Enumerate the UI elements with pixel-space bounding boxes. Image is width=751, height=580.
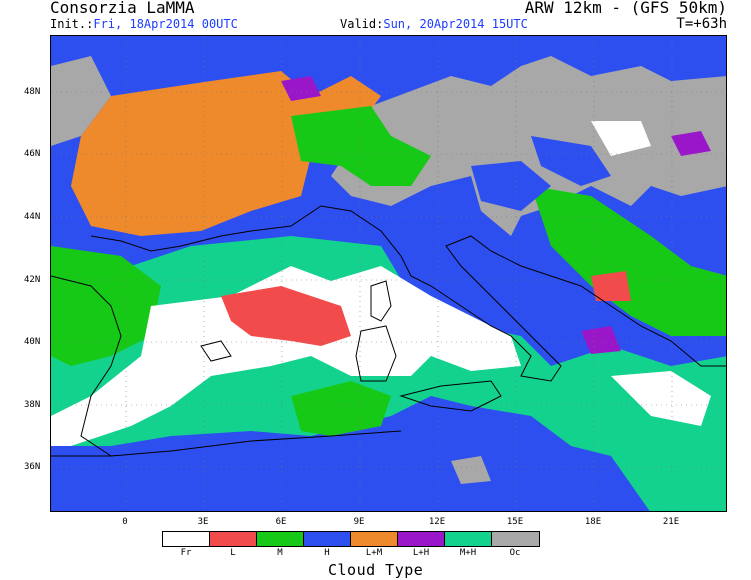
- mid-region-alps: [291, 106, 431, 186]
- mid-region-spain: [51, 246, 161, 366]
- low-high-region-east: [671, 131, 711, 156]
- legend-swatch-mh: [445, 532, 492, 546]
- legend-title: Cloud Type: [328, 561, 424, 579]
- clear-patch-north: [591, 121, 651, 156]
- legend-swatch-h: [304, 532, 351, 546]
- lat-label-36n: 36N: [24, 462, 41, 472]
- mid-region-balkans: [531, 186, 726, 336]
- overcast-west: [51, 56, 111, 146]
- low-region: [221, 286, 351, 346]
- legend-label-lm: L+M: [365, 548, 383, 558]
- mid-region-sardinia: [291, 381, 391, 436]
- clear-patch-greece: [611, 371, 711, 426]
- legend-swatch-l: [210, 532, 257, 546]
- lat-label-40n: 40N: [24, 337, 41, 347]
- lon-label-3e: 3E: [197, 517, 209, 527]
- lat-label-46n: 46N: [24, 149, 41, 159]
- legend-label-m: M: [277, 548, 283, 558]
- cloud-type-legend: [162, 531, 540, 547]
- init-label: Init.:: [50, 17, 94, 31]
- overcast-patch-south: [451, 456, 491, 484]
- low-mid-region: [71, 71, 381, 236]
- lon-label-21e: 21E: [662, 517, 680, 527]
- init-time: Init.:Fri, 18Apr2014 00UTC: [50, 18, 238, 30]
- high-region-pannonia: [531, 136, 611, 186]
- legend-swatch-m: [257, 532, 304, 546]
- legend-swatch-oc: [492, 532, 539, 546]
- legend-label-fr: Fr: [180, 548, 192, 558]
- valid-value: Sun, 20Apr2014 15UTC: [383, 17, 528, 31]
- lon-label-9e: 9E: [353, 517, 365, 527]
- lon-label-6e: 6E: [275, 517, 287, 527]
- legend-label-mh: M+H: [459, 548, 477, 558]
- lon-label-18e: 18E: [584, 517, 602, 527]
- init-value: Fri, 18Apr2014 00UTC: [93, 17, 238, 31]
- valid-time: Valid:Sun, 20Apr2014 15UTC: [340, 18, 528, 30]
- coastlines: [51, 205, 726, 457]
- high-region-north: [471, 161, 551, 211]
- low-high-region-south: [581, 326, 621, 354]
- lat-label-42n: 42N: [24, 275, 41, 285]
- legend-label-l: L: [230, 548, 236, 558]
- lat-label-48n: 48N: [24, 87, 41, 97]
- legend-swatch-lh: [398, 532, 445, 546]
- lon-label-0: 0: [122, 517, 128, 527]
- legend-label-oc: Oc: [509, 548, 521, 558]
- lat-label-44n: 44N: [24, 212, 41, 222]
- legend-swatch-fr: [163, 532, 210, 546]
- model-title: ARW 12km - (GFS 50km): [524, 0, 727, 17]
- legend-label-h: H: [324, 548, 330, 558]
- valid-label: Valid:: [340, 17, 384, 31]
- forecast-step: T=+63h: [676, 16, 727, 32]
- low-region-adriatic: [591, 271, 631, 301]
- lon-label-15e: 15E: [506, 517, 524, 527]
- low-high-region-north: [281, 76, 321, 101]
- legend-swatch-lm: [351, 532, 398, 546]
- cloud-type-map: [50, 35, 727, 512]
- lat-label-38n: 38N: [24, 400, 41, 410]
- organization-title: Consorzia LaMMA: [50, 0, 195, 17]
- map-canvas: [51, 36, 726, 511]
- legend-label-lh: L+H: [412, 548, 430, 558]
- clear-sea-region: [51, 266, 521, 446]
- lon-label-12e: 12E: [428, 517, 446, 527]
